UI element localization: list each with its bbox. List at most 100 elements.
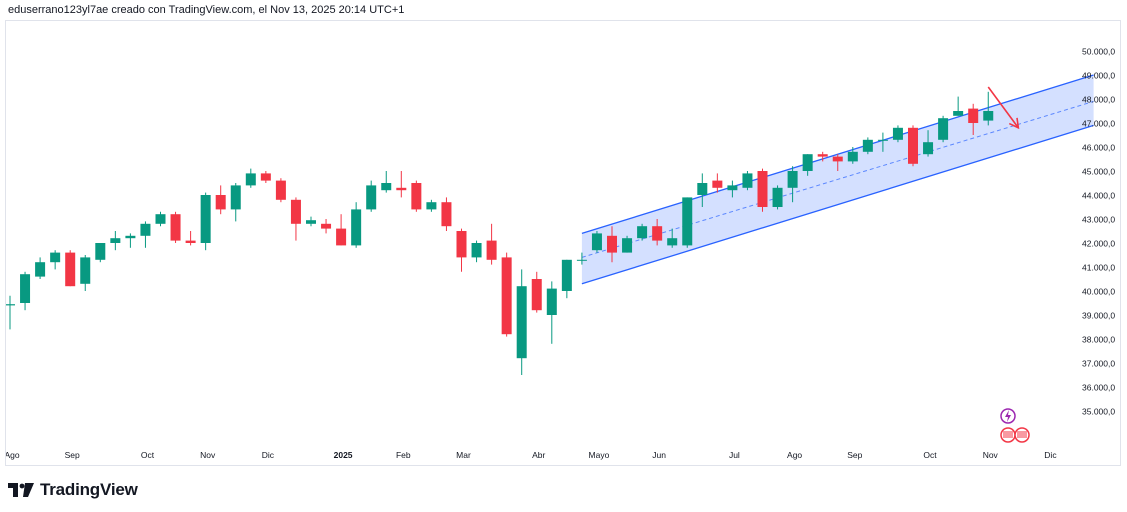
candle (772, 185, 783, 210)
time-tick-label: Dic (1044, 450, 1057, 460)
candle-body (652, 226, 663, 241)
candle (697, 173, 708, 207)
candle-body (65, 252, 76, 287)
price-tick-label: 38.000,0 (1082, 335, 1115, 345)
candle (892, 125, 903, 143)
candle-body (847, 151, 858, 162)
candle-body (441, 202, 452, 227)
candle (20, 271, 31, 311)
candle (652, 219, 663, 246)
candle (516, 269, 527, 375)
candle-body (215, 195, 226, 210)
time-axis[interactable]: Ago Sep Oct Nov Dic 2025 Feb Mar Abr Mayo Jun Jul Ag… (6, 450, 1057, 460)
candle (832, 154, 843, 171)
candle (787, 166, 798, 203)
candle (546, 281, 557, 344)
candle-body (110, 238, 121, 243)
candle (290, 197, 301, 241)
candle-body (411, 183, 422, 210)
candle-body (712, 180, 723, 188)
time-tick-label: Abr (532, 450, 545, 460)
candle-body (351, 209, 362, 246)
candle-body (95, 243, 106, 260)
regression-channel[interactable] (581, 74, 1094, 285)
time-tick-label: Sep (65, 450, 80, 460)
time-tick-label: Ago (787, 450, 802, 460)
event-icons[interactable] (1000, 408, 1030, 443)
candle-body (290, 199, 301, 224)
candle (321, 219, 332, 234)
candle (200, 192, 211, 251)
candle-body (155, 214, 166, 224)
candle-body (772, 187, 783, 207)
candle-body (546, 288, 557, 315)
candle-body (306, 220, 316, 224)
candle-body (637, 226, 648, 239)
price-tick-label: 36.000,0 (1082, 383, 1115, 393)
candle-body (742, 173, 753, 188)
price-tick-label: 45.000,0 (1082, 167, 1115, 177)
candle-body (486, 240, 497, 260)
time-tick-label: Jul (729, 450, 740, 460)
candle (727, 180, 738, 198)
price-tick-label: 39.000,0 (1082, 311, 1115, 321)
time-tick-label: 2025 (334, 450, 353, 460)
candle (622, 235, 633, 253)
candle (908, 125, 918, 167)
chart-area[interactable]: 35.000,0 36.000,0 37.000,0 38.000,0 39.000,0… (5, 20, 1121, 466)
candle (968, 103, 979, 135)
time-tick-label: Nov (983, 450, 999, 460)
tradingview-logo-icon (8, 483, 34, 497)
candle-body (456, 231, 467, 258)
candle (80, 255, 91, 291)
candle (65, 250, 76, 287)
arrow-head (1008, 117, 1020, 130)
candle (501, 252, 512, 337)
candle-body (200, 195, 211, 243)
candle (862, 137, 873, 155)
candle (938, 115, 949, 143)
candle-body (877, 139, 888, 141)
price-tick-label: 41.000,0 (1082, 263, 1115, 273)
candle (953, 96, 964, 116)
price-tick-label: 50.000,0 (1082, 47, 1115, 57)
price-axis[interactable]: 35.000,0 36.000,0 37.000,0 38.000,0 39.000,0… (1082, 47, 1115, 417)
us-flag-icon-stripes (1003, 431, 1013, 438)
candlestick-chart[interactable]: 35.000,0 36.000,0 37.000,0 38.000,0 39.000,0… (6, 21, 1122, 467)
candle-body (230, 185, 241, 210)
price-tick-label: 43.000,0 (1082, 215, 1115, 225)
candle (6, 295, 15, 330)
candle-body (622, 238, 633, 253)
candle-body (366, 185, 377, 210)
candle-body (938, 118, 949, 140)
candle (983, 91, 994, 126)
time-tick-label: Dic (262, 450, 275, 460)
brand-footer: TradingView (8, 480, 138, 500)
price-tick-label: 47.000,0 (1082, 119, 1115, 129)
candle (877, 132, 888, 152)
candle (471, 240, 482, 263)
candle-body (35, 262, 46, 277)
trend-arrow[interactable] (987, 86, 1020, 130)
candle (125, 233, 136, 248)
candle (245, 168, 256, 188)
candle (50, 250, 61, 270)
candle (742, 171, 753, 191)
candle (441, 197, 452, 231)
candle (802, 154, 813, 176)
price-tick-label: 35.000,0 (1082, 407, 1115, 417)
candle-body (968, 108, 979, 123)
candle (923, 130, 934, 157)
candle (95, 243, 106, 263)
candle (155, 211, 166, 227)
candle (275, 178, 286, 203)
candle (486, 223, 497, 265)
time-tick-label: Sep (847, 450, 862, 460)
time-tick-label: Ago (6, 450, 20, 460)
price-tick-label: 46.000,0 (1082, 143, 1115, 153)
candle (366, 180, 377, 212)
candle-body (80, 257, 91, 284)
tradingview-wordmark: TradingView (40, 480, 138, 499)
flash-event-icon-bolt (1005, 410, 1011, 422)
candle-body (862, 139, 873, 152)
